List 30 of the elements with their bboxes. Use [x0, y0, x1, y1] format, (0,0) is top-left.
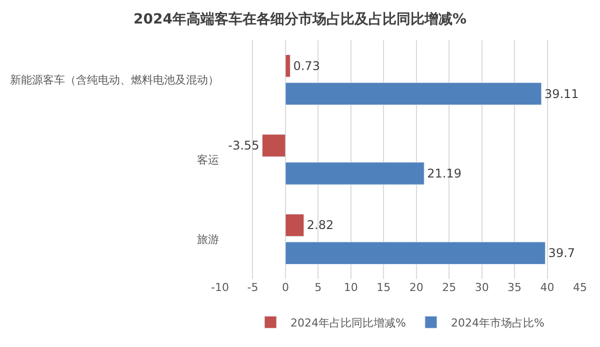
x-tick-label: 45	[573, 281, 587, 294]
data-label: 39.7	[548, 246, 576, 260]
x-tick-label: 40	[540, 281, 554, 294]
x-tick-label: 0	[282, 281, 289, 294]
x-tick-label: -5	[247, 281, 258, 294]
bar	[285, 82, 542, 106]
x-tick-label: 5	[314, 281, 322, 294]
y-tick-label: 新能源客车（含纯电动、燃料电池及混动）	[10, 74, 219, 87]
x-tick-label: 25	[442, 281, 456, 294]
y-tick-label: 客运	[197, 153, 219, 166]
x-tick-label: 30	[474, 281, 489, 294]
data-label: -3.55	[228, 138, 260, 153]
data-label: 39.11	[544, 86, 579, 101]
y-tick-label: 旅游	[197, 233, 219, 246]
bar	[285, 162, 424, 185]
x-tick-label: -10	[211, 281, 229, 294]
legend-label: 2024年市场占比%	[450, 316, 544, 330]
x-tick-label: 15	[376, 281, 391, 294]
bar	[285, 214, 304, 237]
x-tick-label: 35	[508, 281, 522, 294]
bar	[285, 242, 546, 265]
x-tick-label: 10	[344, 281, 358, 294]
data-label: 0.73	[293, 58, 320, 73]
bar	[285, 54, 290, 78]
x-tick-label: 20	[409, 281, 424, 294]
legend-label: 2024年占比同比增减%	[290, 316, 406, 330]
data-label: 21.19	[427, 166, 462, 180]
chart-title: 2024年高端客车在各细分市场占比及占比同比增减%	[134, 10, 466, 28]
bar	[262, 134, 286, 157]
data-label: 2.82	[306, 218, 334, 232]
